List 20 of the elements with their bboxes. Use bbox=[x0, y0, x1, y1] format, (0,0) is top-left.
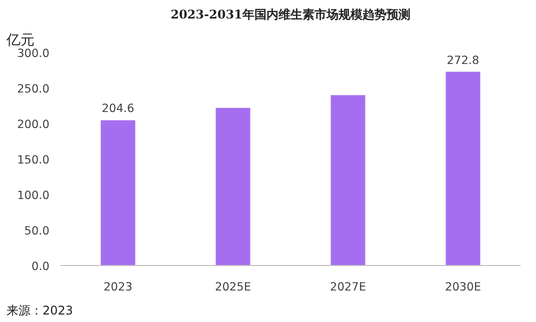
y-axis-title: 亿元 bbox=[6, 32, 34, 48]
bar bbox=[216, 108, 250, 266]
y-tick-label: 150.0 bbox=[17, 152, 50, 166]
data-label: 272.8 bbox=[446, 52, 480, 67]
x-tick-label: 2027E bbox=[330, 280, 366, 294]
data-label: 204.6 bbox=[102, 101, 134, 116]
source-note: 来源：2023 bbox=[6, 304, 74, 318]
y-tick-label: 50.0 bbox=[24, 224, 50, 238]
bar bbox=[446, 72, 480, 266]
x-tick-label: 2030E bbox=[445, 280, 482, 294]
x-tick-label: 2023 bbox=[104, 280, 132, 294]
bar bbox=[100, 120, 136, 266]
chart-title: 2023-2031年国内维生素市场规模趋势预测 bbox=[170, 8, 410, 22]
y-tick-label: 250.0 bbox=[17, 82, 50, 96]
y-tick-label: 200.0 bbox=[17, 117, 50, 131]
y-tick-label: 100.0 bbox=[17, 188, 50, 202]
bar bbox=[330, 95, 366, 266]
x-tick-label: 2025E bbox=[215, 280, 252, 294]
y-tick-label: 300.0 bbox=[17, 46, 50, 60]
y-tick-label: 0.0 bbox=[31, 259, 50, 273]
